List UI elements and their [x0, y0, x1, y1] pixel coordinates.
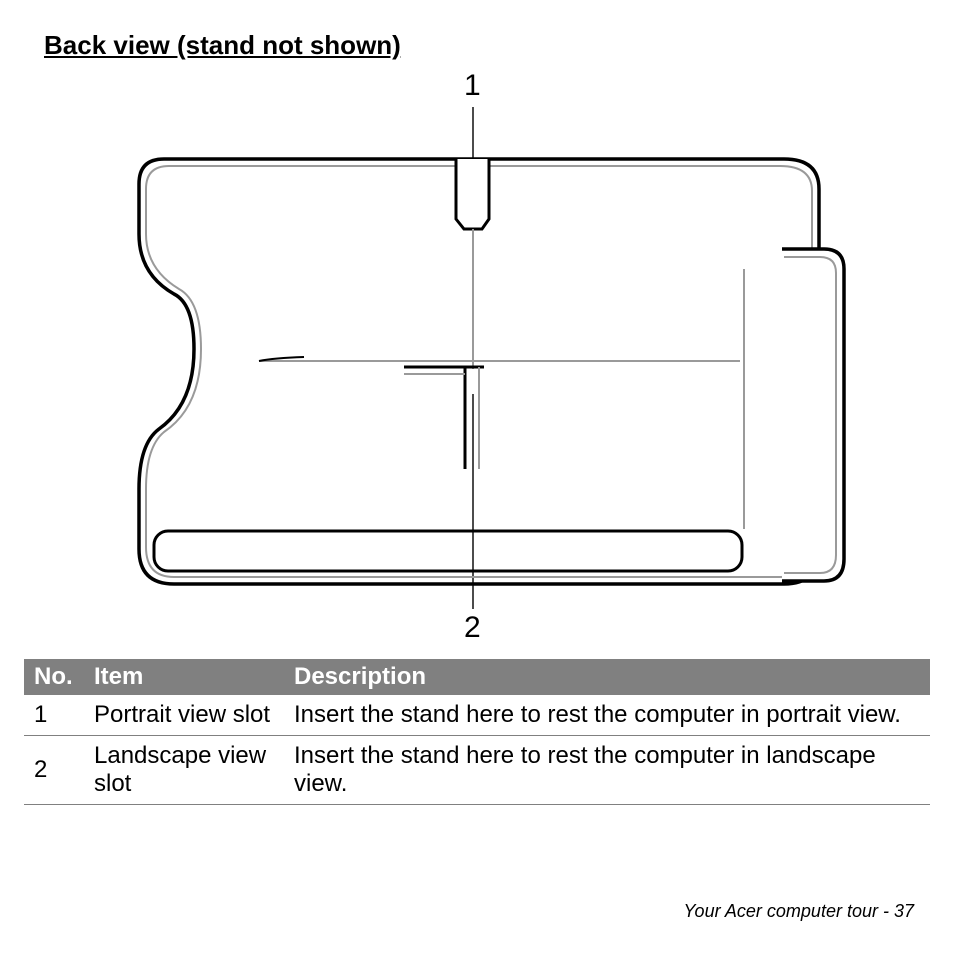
section-title: Back view (stand not shown) [24, 30, 930, 61]
cell-item: Landscape view slot [84, 736, 284, 805]
cell-description: Insert the stand here to rest the comput… [284, 736, 930, 805]
parts-table: No. Item Description 1 Portrait view slo… [24, 659, 930, 805]
col-header-no: No. [24, 659, 84, 695]
col-header-item: Item [84, 659, 284, 695]
col-header-description: Description [284, 659, 930, 695]
page-footer: Your Acer computer tour - 37 [684, 901, 914, 922]
table-row: 1 Portrait view slot Insert the stand he… [24, 695, 930, 736]
footer-label: Your Acer computer tour - [684, 901, 894, 921]
table-header-row: No. Item Description [24, 659, 930, 695]
cell-no: 2 [24, 736, 84, 805]
device-back-svg [24, 69, 930, 649]
cell-item: Portrait view slot [84, 695, 284, 736]
cell-description: Insert the stand here to rest the comput… [284, 695, 930, 736]
page-number: 37 [894, 901, 914, 921]
back-view-diagram: 1 2 [24, 69, 930, 649]
cell-no: 1 [24, 695, 84, 736]
table-row: 2 Landscape view slot Insert the stand h… [24, 736, 930, 805]
